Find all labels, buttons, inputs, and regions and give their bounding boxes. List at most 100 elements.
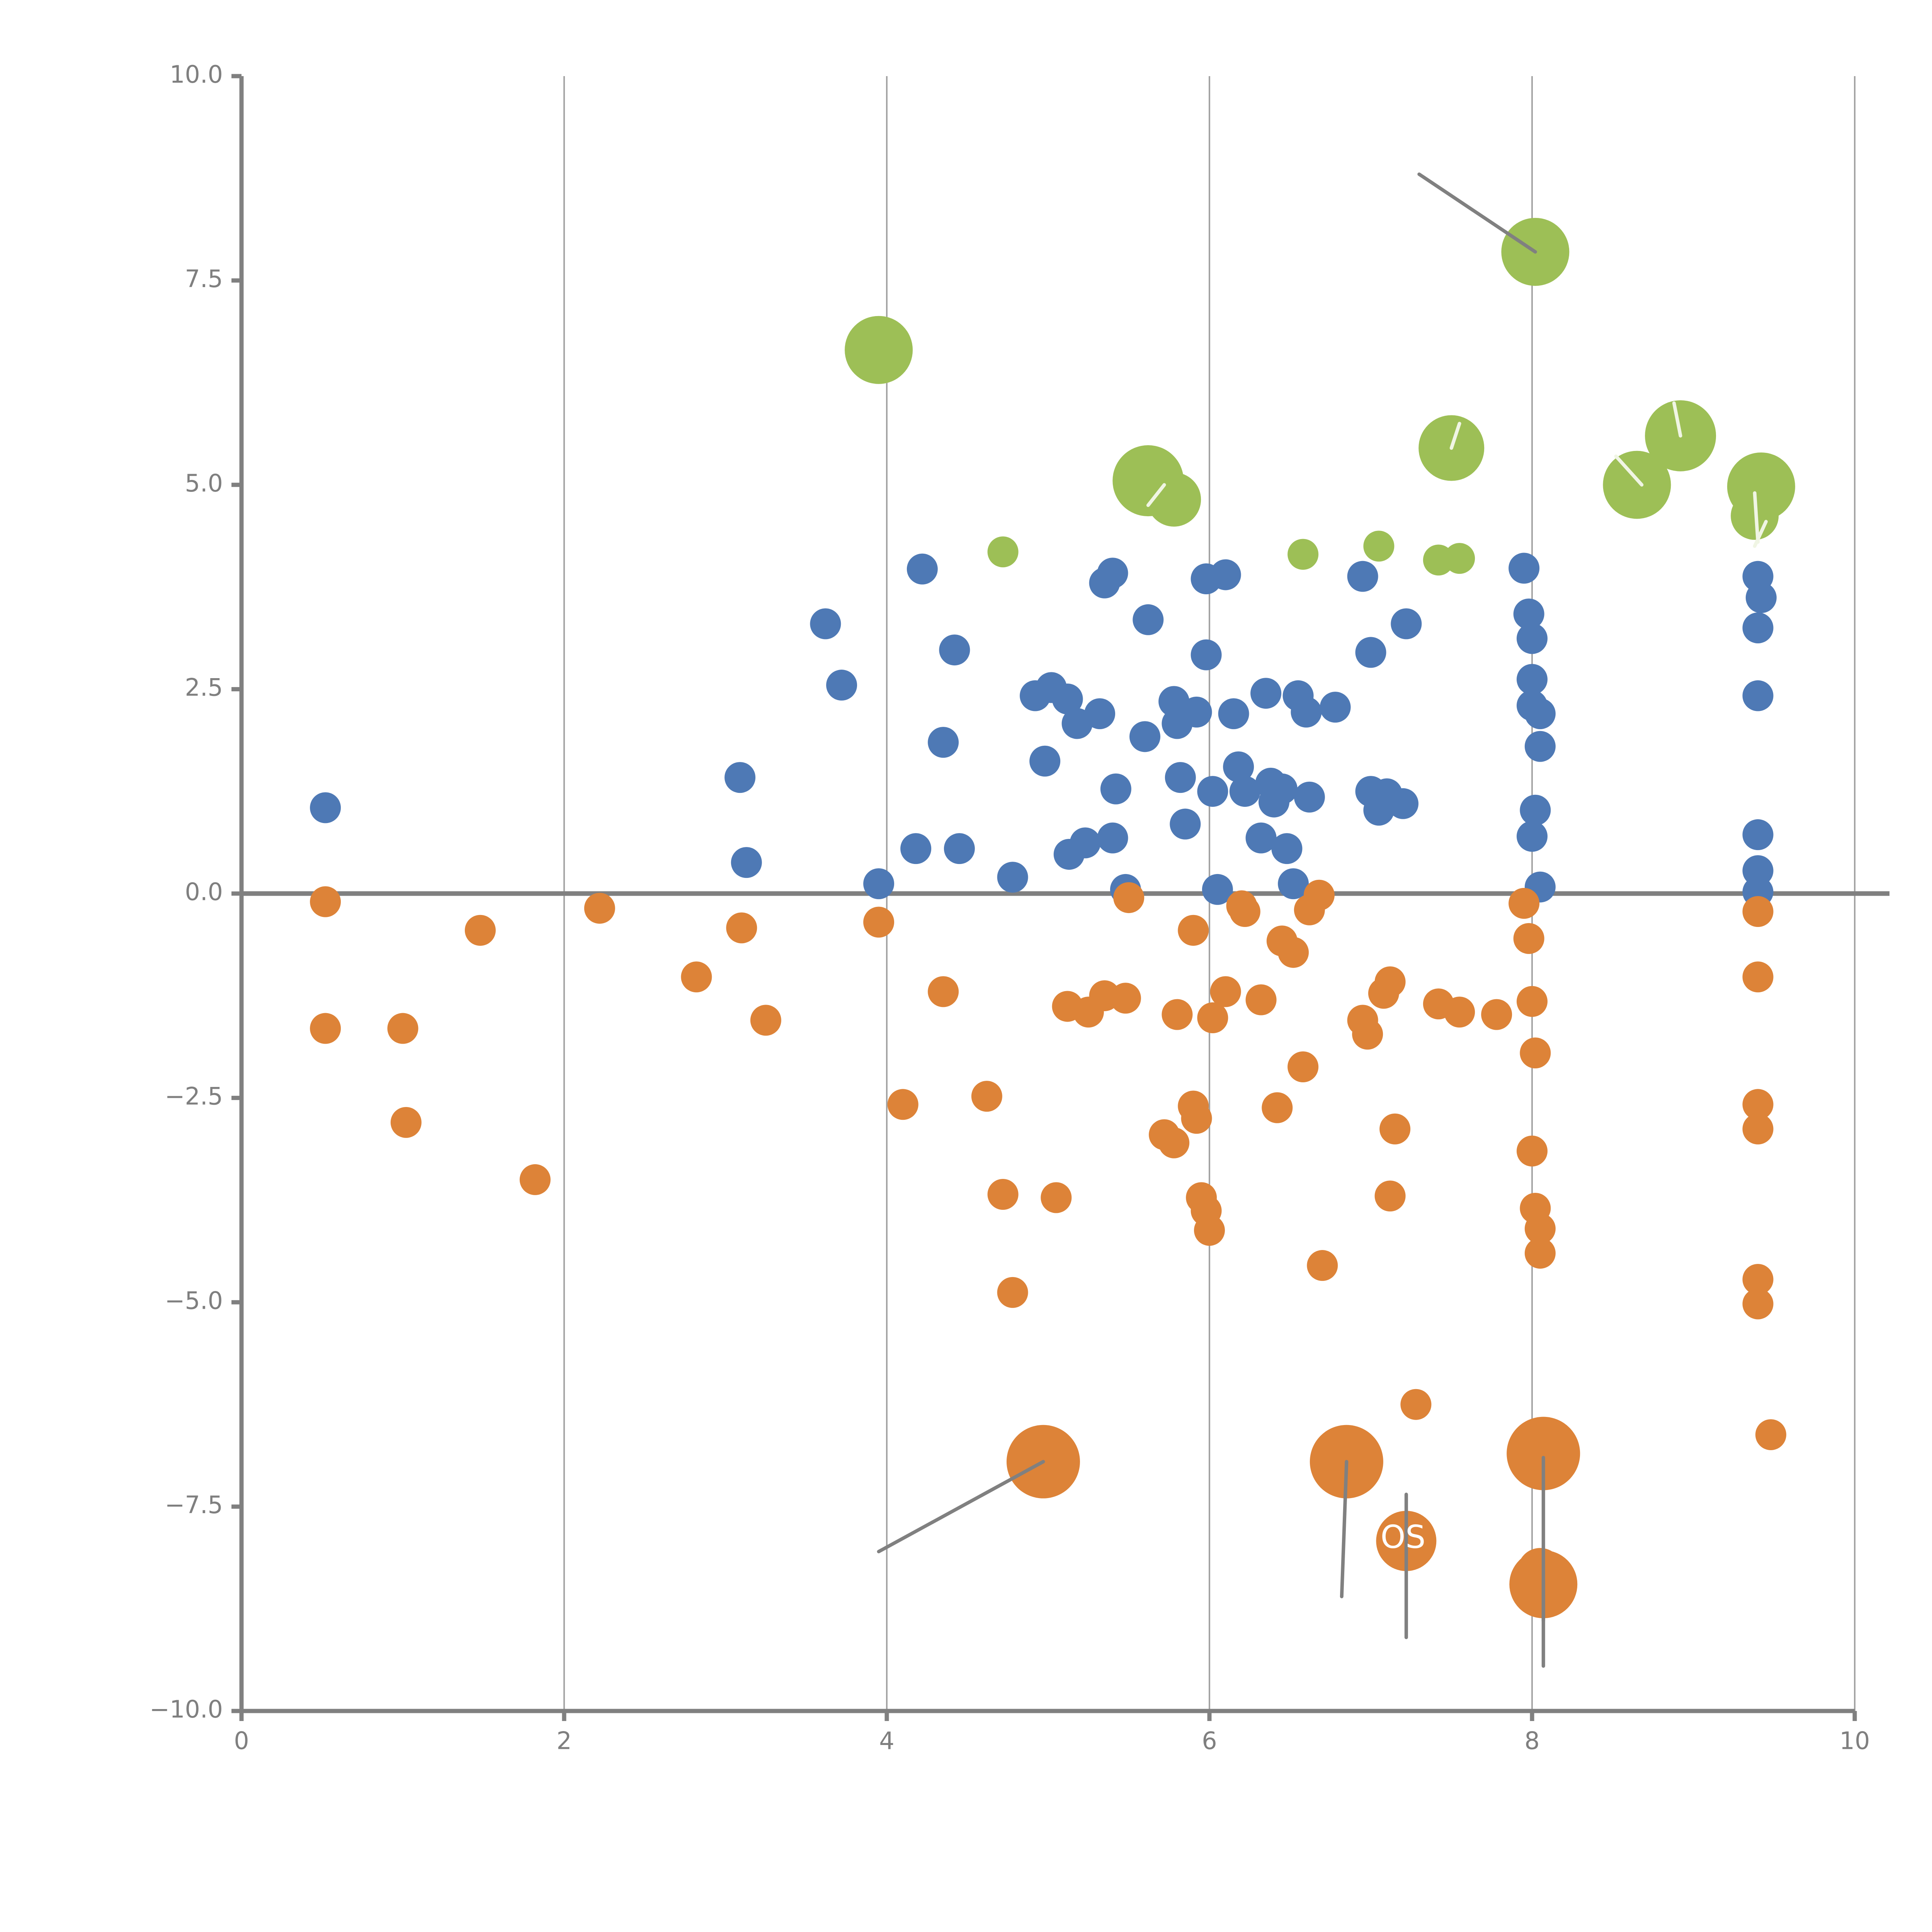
data-point[interactable]	[1245, 822, 1277, 854]
data-point[interactable]	[1266, 773, 1298, 804]
data-point[interactable]	[1517, 1548, 1563, 1593]
data-point[interactable]	[900, 833, 932, 864]
data-point[interactable]	[1320, 692, 1351, 723]
data-point[interactable]	[863, 868, 895, 900]
data-point[interactable]	[1481, 999, 1512, 1030]
data-point[interactable]	[1509, 553, 1540, 584]
data-point[interactable]	[1113, 882, 1145, 913]
data-point[interactable]	[1742, 819, 1774, 850]
data-point[interactable]	[1742, 680, 1774, 711]
data-point[interactable]	[1052, 684, 1083, 715]
data-point[interactable]	[1133, 604, 1164, 635]
data-point[interactable]	[1524, 731, 1556, 762]
data-point[interactable]	[1170, 808, 1201, 840]
data-point[interactable]	[1097, 822, 1128, 854]
data-point[interactable]	[928, 727, 959, 758]
data-point[interactable]	[971, 1081, 1002, 1112]
data-point[interactable]	[1181, 1103, 1212, 1134]
data-point[interactable]	[1084, 698, 1116, 730]
data-point[interactable]	[1194, 1215, 1225, 1246]
data-point[interactable]	[1517, 664, 1548, 695]
data-point[interactable]	[1388, 788, 1418, 819]
data-point[interactable]	[939, 634, 970, 666]
data-point[interactable]	[1158, 1127, 1190, 1158]
data-point[interactable]	[1250, 678, 1282, 709]
data-point[interactable]	[1352, 1019, 1383, 1050]
data-point[interactable]	[1742, 896, 1774, 927]
data-point[interactable]	[1391, 608, 1422, 639]
data-point[interactable]	[997, 862, 1028, 893]
data-point[interactable]	[1129, 721, 1160, 752]
data-point[interactable]	[1197, 1002, 1228, 1034]
data-point[interactable]	[1202, 874, 1233, 905]
data-point[interactable]	[987, 1179, 1019, 1210]
data-point[interactable]	[1507, 1417, 1580, 1490]
data-point[interactable]	[1347, 561, 1378, 592]
data-point[interactable]	[1444, 543, 1475, 574]
data-point[interactable]	[1742, 1288, 1774, 1320]
data-point[interactable]	[1197, 776, 1228, 807]
data-point[interactable]	[724, 762, 756, 793]
data-point[interactable]	[1742, 961, 1774, 993]
data-point[interactable]	[1278, 868, 1309, 900]
data-point[interactable]	[1271, 833, 1303, 864]
data-point[interactable]	[464, 915, 496, 946]
data-point[interactable]	[944, 833, 975, 864]
data-point[interactable]	[1294, 781, 1325, 813]
data-point[interactable]	[1190, 639, 1222, 670]
data-point[interactable]	[1110, 983, 1141, 1014]
data-point[interactable]	[1223, 751, 1254, 782]
data-point[interactable]	[997, 1277, 1028, 1308]
data-point[interactable]	[1742, 612, 1774, 643]
data-point[interactable]	[1524, 1238, 1556, 1269]
data-point[interactable]	[1742, 855, 1774, 886]
data-point[interactable]	[1374, 1180, 1406, 1212]
data-point[interactable]	[1303, 879, 1335, 911]
data-point[interactable]	[1029, 745, 1061, 777]
data-point[interactable]	[1210, 976, 1241, 1007]
data-point[interactable]	[1520, 1037, 1551, 1069]
data-point[interactable]	[1229, 776, 1260, 807]
data-point[interactable]	[1517, 623, 1548, 654]
data-point[interactable]	[310, 886, 341, 917]
data-point[interactable]	[1278, 937, 1309, 968]
data-point[interactable]	[1355, 637, 1386, 668]
data-point[interactable]	[1513, 598, 1544, 629]
data-point[interactable]	[519, 1164, 551, 1195]
data-point[interactable]	[1245, 984, 1277, 1015]
data-point[interactable]	[1742, 1089, 1774, 1120]
data-point[interactable]	[1524, 1213, 1556, 1244]
data-point[interactable]	[1147, 472, 1201, 527]
data-point[interactable]	[1181, 696, 1212, 728]
data-point[interactable]	[1374, 966, 1406, 997]
data-point[interactable]	[928, 976, 959, 1007]
data-point[interactable]	[1041, 1182, 1072, 1213]
data-point[interactable]	[1291, 696, 1322, 728]
data-point[interactable]	[1524, 698, 1556, 730]
data-point[interactable]	[1097, 558, 1128, 589]
data-point[interactable]	[1162, 999, 1193, 1030]
data-point[interactable]	[1517, 986, 1548, 1017]
data-point[interactable]	[1210, 559, 1241, 590]
data-point[interactable]	[310, 1013, 341, 1044]
data-point[interactable]	[1229, 896, 1260, 927]
data-point[interactable]	[863, 906, 895, 938]
data-point[interactable]	[1517, 821, 1548, 852]
data-point[interactable]	[1287, 539, 1319, 570]
data-point[interactable]	[1218, 698, 1249, 730]
data-point[interactable]	[1262, 1092, 1293, 1123]
data-point[interactable]	[1509, 888, 1540, 919]
data-point[interactable]	[1053, 838, 1085, 870]
data-point[interactable]	[1513, 923, 1544, 954]
data-point[interactable]	[1307, 1250, 1338, 1281]
data-point[interactable]	[845, 316, 913, 384]
data-point[interactable]	[1520, 794, 1551, 826]
data-point[interactable]	[1400, 1389, 1432, 1420]
data-point[interactable]	[1742, 1264, 1774, 1295]
data-point[interactable]	[1742, 1113, 1774, 1145]
data-point[interactable]	[826, 670, 857, 701]
data-point[interactable]	[1178, 915, 1209, 946]
data-point[interactable]	[987, 536, 1019, 568]
data-point[interactable]	[1517, 1135, 1548, 1167]
data-point[interactable]	[887, 1089, 918, 1120]
